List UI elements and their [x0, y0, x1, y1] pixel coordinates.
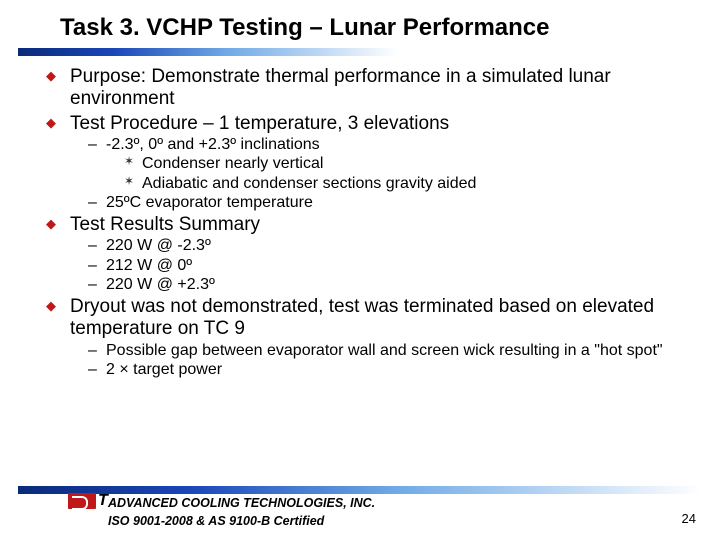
page-number: 24	[682, 511, 696, 526]
bullet-dryout: Dryout was not demonstrated, test was te…	[46, 296, 684, 379]
sub-condenser: Condenser nearly vertical	[124, 154, 684, 173]
bullet-dryout-text: Dryout was not demonstrated, test was te…	[70, 296, 654, 339]
sub-inclinations-text: -2.3º, 0º and +2.3º inclinations	[106, 136, 320, 153]
sub-gap: Possible gap between evaporator wall and…	[88, 341, 684, 360]
footer-bar	[18, 486, 702, 494]
bullet-purpose: Purpose: Demonstrate thermal performance…	[46, 66, 684, 111]
title-underline	[18, 48, 702, 56]
sub-adiabatic: Adiabatic and condenser sections gravity…	[124, 174, 684, 193]
bullet-procedure-text: Test Procedure – 1 temperature, 3 elevat…	[70, 113, 449, 134]
logo-icon	[68, 493, 96, 509]
footer-company: ADVANCED COOLING TECHNOLOGIES, INC.	[108, 496, 375, 510]
result-1: 220 W @ -2.3º	[88, 236, 684, 255]
gradient-bar	[18, 48, 398, 56]
slide: { "title": "Task 3. VCHP Testing – Lunar…	[0, 0, 720, 540]
bullet-results-text: Test Results Summary	[70, 214, 260, 235]
slide-title: Task 3. VCHP Testing – Lunar Performance	[0, 0, 720, 48]
result-2: 212 W @ 0º	[88, 256, 684, 275]
sub-power: 2 × target power	[88, 360, 684, 379]
sub-evap-temp: 25ºC evaporator temperature	[88, 193, 684, 212]
bullet-procedure: Test Procedure – 1 temperature, 3 elevat…	[46, 113, 684, 212]
bullet-results: Test Results Summary 220 W @ -2.3º 212 W…	[46, 214, 684, 294]
footer-cert: ISO 9001-2008 & AS 9100-B Certified	[108, 514, 324, 528]
result-3: 220 W @ +2.3º	[88, 275, 684, 294]
sub-inclinations: -2.3º, 0º and +2.3º inclinations Condens…	[88, 135, 684, 193]
logo-letter: T	[98, 492, 108, 510]
slide-body: Purpose: Demonstrate thermal performance…	[0, 66, 720, 379]
company-logo: T	[68, 492, 108, 510]
